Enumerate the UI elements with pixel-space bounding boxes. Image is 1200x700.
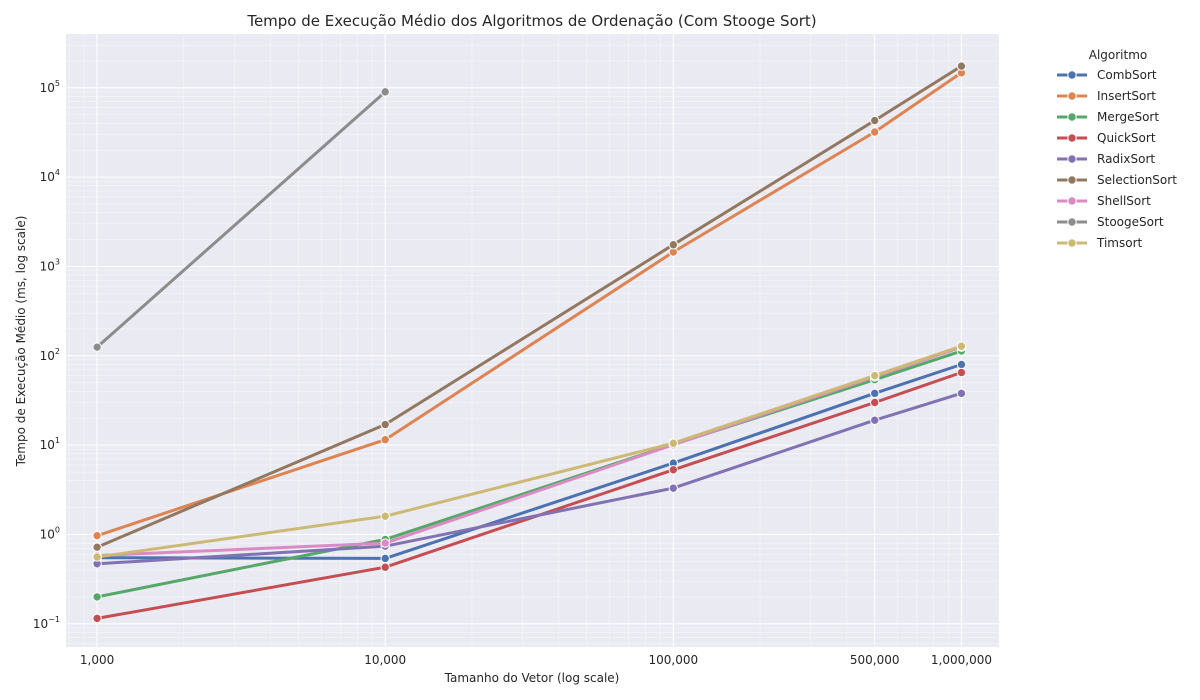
legend-label-radixsort: RadixSort (1097, 152, 1155, 166)
legend-label-shellsort: ShellSort (1097, 194, 1151, 208)
x-tick-label: 10,000 (364, 653, 406, 667)
x-tick-label: 100,000 (649, 653, 699, 667)
data-point-timsort (92, 552, 102, 562)
legend-swatch-marker-insertsort (1067, 91, 1077, 101)
series-markers (92, 61, 967, 624)
data-point-shellsort (380, 538, 390, 548)
legend-swatch-marker-radixsort (1067, 154, 1077, 164)
data-point-selectionsort (380, 419, 390, 430)
legend-label-quicksort: QuickSort (1097, 131, 1156, 145)
y-tick-labels: 10−1 100 101 102 103 104 105 (33, 79, 60, 631)
data-point-stoogesort (380, 87, 390, 97)
legend-label-timsort: Timsort (1096, 236, 1143, 250)
chart-title: Tempo de Execução Médio dos Algoritmos d… (246, 12, 816, 30)
data-point-quicksort (380, 562, 390, 572)
legend-label-selectionsort: SelectionSort (1097, 173, 1177, 187)
legend-title: Algoritmo (1089, 48, 1148, 62)
data-point-timsort (956, 341, 967, 351)
major-gridlines (66, 34, 999, 647)
data-point-selectionsort (956, 61, 967, 71)
data-point-insertsort (870, 127, 880, 137)
y-tick-label: 102 (40, 347, 60, 363)
data-point-insertsort (92, 530, 102, 541)
x-tick-labels: 1,000 10,000 100,000 500,000 1,000,000 (80, 653, 992, 667)
legend-label-combsort: CombSort (1097, 68, 1157, 82)
legend-swatch-marker-quicksort (1067, 133, 1077, 143)
data-point-selectionsort (870, 115, 880, 126)
legend-swatch-marker-shellsort (1067, 196, 1077, 206)
x-tick-label: 1,000 (80, 653, 114, 667)
data-point-timsort (870, 370, 880, 381)
y-tick-label: 101 (40, 436, 60, 452)
data-point-combsort (380, 553, 390, 564)
x-tick-label: 500,000 (850, 653, 900, 667)
legend-swatch-marker-combsort (1067, 70, 1077, 80)
y-axis-label: Tempo de Execução Médio (ms, log scale) (14, 216, 28, 468)
data-point-timsort (668, 438, 679, 448)
x-tick-label: 1,000,000 (931, 653, 992, 667)
legend-swatch-marker-mergesort (1067, 112, 1077, 122)
legend-swatch-marker-stoogesort (1067, 217, 1077, 227)
plot-background (66, 34, 999, 647)
data-point-combsort (956, 359, 967, 370)
x-axis-label: Tamanho do Vetor (log scale) (444, 671, 620, 685)
data-point-quicksort (92, 613, 102, 624)
y-tick-label: 10−1 (33, 615, 60, 631)
y-tick-label: 105 (40, 79, 60, 95)
y-tick-label: 103 (40, 257, 60, 273)
y-tick-label: 104 (40, 168, 60, 184)
y-tick-label: 100 (40, 525, 60, 541)
data-point-quicksort (870, 397, 880, 408)
data-point-insertsort (380, 435, 390, 445)
legend: Algoritmo CombSort InsertSort MergeSort Qui… (1057, 48, 1177, 250)
data-point-selectionsort (92, 542, 102, 552)
data-point-selectionsort (668, 240, 679, 250)
data-point-radixsort (668, 483, 679, 493)
legend-label-mergesort: MergeSort (1097, 110, 1159, 124)
legend-label-stoogesort: StoogeSort (1097, 215, 1164, 229)
legend-swatch-marker-timsort (1067, 238, 1077, 248)
data-point-radixsort (870, 415, 880, 425)
data-point-stoogesort (92, 342, 102, 352)
data-point-quicksort (956, 367, 967, 378)
data-point-mergesort (92, 592, 102, 602)
series-line-stoogesort (95, 90, 387, 349)
legend-swatch-marker-selectionsort (1067, 175, 1077, 185)
data-point-radixsort (956, 388, 967, 399)
data-point-timsort (380, 511, 390, 521)
data-point-combsort (870, 388, 880, 399)
data-point-quicksort (668, 465, 679, 475)
legend-label-insertsort: InsertSort (1097, 89, 1156, 103)
